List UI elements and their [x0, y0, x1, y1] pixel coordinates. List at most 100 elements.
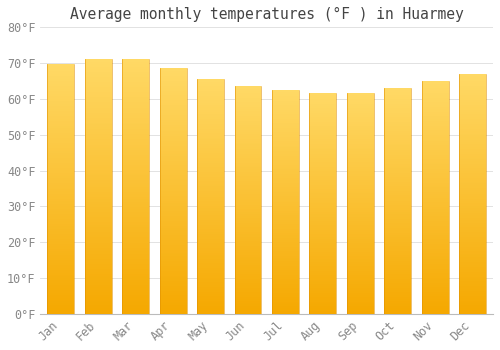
Bar	[234, 200, 262, 201]
Bar	[272, 164, 299, 165]
Bar	[160, 246, 186, 248]
Bar	[234, 193, 262, 195]
Bar	[459, 259, 486, 260]
Bar	[384, 204, 411, 205]
Bar	[310, 284, 336, 285]
Bar	[459, 218, 486, 219]
Bar	[310, 108, 336, 110]
Bar	[272, 110, 299, 111]
Bar	[160, 260, 186, 261]
Bar	[197, 164, 224, 165]
Bar	[197, 201, 224, 202]
Bar	[48, 279, 74, 280]
Bar	[422, 116, 448, 118]
Bar	[85, 237, 112, 239]
Bar	[197, 160, 224, 161]
Bar	[85, 199, 112, 201]
Bar	[310, 134, 336, 135]
Bar	[234, 260, 262, 261]
Bar	[85, 93, 112, 95]
Bar	[85, 195, 112, 197]
Bar	[85, 184, 112, 185]
Bar	[422, 121, 448, 122]
Bar	[122, 216, 149, 217]
Bar	[122, 286, 149, 287]
Bar	[48, 168, 74, 169]
Bar	[197, 231, 224, 232]
Bar	[48, 76, 74, 78]
Bar	[234, 229, 262, 230]
Bar	[347, 213, 374, 215]
Bar	[197, 212, 224, 213]
Bar	[122, 212, 149, 213]
Bar	[272, 149, 299, 150]
Bar	[197, 217, 224, 218]
Bar	[347, 190, 374, 191]
Bar	[160, 272, 186, 273]
Bar	[160, 157, 186, 158]
Bar	[48, 281, 74, 283]
Bar	[422, 169, 448, 170]
Bar	[234, 216, 262, 217]
Bar	[347, 229, 374, 230]
Bar	[459, 107, 486, 108]
Bar	[347, 142, 374, 144]
Bar	[272, 169, 299, 170]
Bar	[197, 206, 224, 207]
Bar	[48, 309, 74, 310]
Bar	[384, 170, 411, 172]
Bar	[384, 181, 411, 182]
Bar	[310, 136, 336, 137]
Bar	[234, 273, 262, 274]
Bar	[459, 189, 486, 190]
Bar	[197, 309, 224, 310]
Bar	[272, 103, 299, 104]
Bar	[347, 176, 374, 177]
Bar	[272, 203, 299, 204]
Bar	[384, 122, 411, 123]
Bar	[197, 171, 224, 172]
Bar	[347, 189, 374, 190]
Bar	[85, 204, 112, 206]
Bar	[197, 118, 224, 119]
Bar	[85, 288, 112, 290]
Bar	[122, 302, 149, 304]
Bar	[347, 260, 374, 261]
Bar	[48, 214, 74, 215]
Bar	[197, 228, 224, 229]
Bar	[422, 85, 448, 86]
Bar	[122, 137, 149, 138]
Bar	[459, 120, 486, 121]
Bar	[197, 141, 224, 142]
Bar	[422, 250, 448, 251]
Bar	[272, 150, 299, 151]
Bar	[160, 253, 186, 254]
Bar	[85, 283, 112, 285]
Bar	[48, 262, 74, 264]
Bar	[272, 287, 299, 288]
Bar	[234, 280, 262, 281]
Bar	[459, 292, 486, 293]
Bar	[85, 188, 112, 189]
Bar	[422, 242, 448, 243]
Bar	[347, 297, 374, 299]
Bar	[347, 267, 374, 268]
Bar	[160, 243, 186, 244]
Bar	[347, 163, 374, 165]
Bar	[459, 112, 486, 113]
Bar	[122, 299, 149, 300]
Bar	[384, 212, 411, 213]
Bar	[459, 309, 486, 310]
Bar	[160, 137, 186, 139]
Bar	[85, 201, 112, 202]
Bar	[197, 167, 224, 168]
Bar	[422, 228, 448, 229]
Bar	[272, 190, 299, 192]
Bar	[384, 142, 411, 143]
Bar	[272, 277, 299, 278]
Bar	[272, 245, 299, 247]
Bar	[347, 154, 374, 155]
Bar	[85, 73, 112, 75]
Bar	[234, 276, 262, 278]
Bar	[122, 206, 149, 207]
